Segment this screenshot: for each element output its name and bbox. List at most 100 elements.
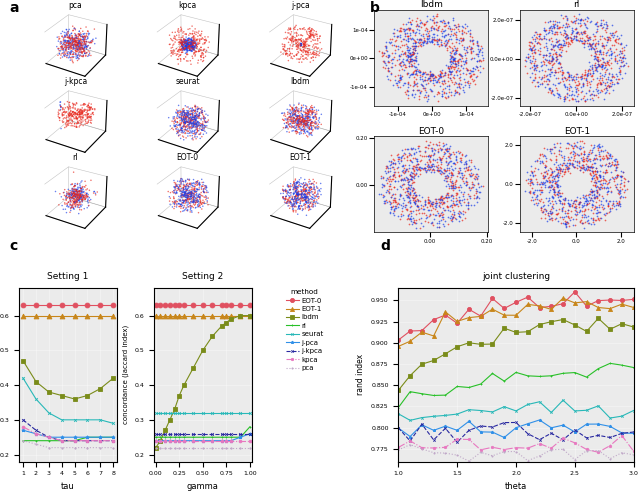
Point <box>607 70 617 78</box>
Point <box>598 194 608 202</box>
Point <box>583 152 593 160</box>
Point <box>587 90 597 98</box>
Point <box>577 30 588 38</box>
Point <box>445 48 455 56</box>
Point <box>551 156 561 164</box>
Point <box>426 71 436 79</box>
Point <box>602 201 612 209</box>
Point <box>527 45 538 53</box>
Point <box>602 209 612 217</box>
Point <box>412 14 422 22</box>
Point <box>387 199 397 207</box>
Point <box>555 164 565 172</box>
Point <box>602 75 612 83</box>
Point <box>388 170 399 178</box>
Point <box>595 49 605 56</box>
Point <box>611 183 621 191</box>
Point <box>552 190 562 198</box>
Point <box>419 68 429 76</box>
Point <box>550 188 560 196</box>
Point <box>595 80 605 87</box>
Point <box>424 15 435 23</box>
Point <box>545 17 555 25</box>
Point <box>421 30 431 38</box>
Point <box>575 207 585 215</box>
Point <box>587 196 597 204</box>
Point <box>579 201 589 209</box>
Point <box>472 198 482 206</box>
Point <box>524 188 534 196</box>
Point <box>552 180 562 188</box>
Point <box>584 165 595 173</box>
Point <box>552 182 562 190</box>
Point <box>407 16 417 24</box>
Point <box>453 210 463 218</box>
Point <box>417 70 428 78</box>
Point <box>409 167 419 175</box>
Point <box>420 164 430 172</box>
Point <box>462 44 472 52</box>
Point <box>583 67 593 75</box>
Point <box>584 155 595 163</box>
Point <box>553 189 563 196</box>
Point <box>426 86 436 94</box>
Point <box>547 168 557 176</box>
Point <box>383 64 394 72</box>
Point <box>397 58 408 66</box>
Point <box>395 191 405 199</box>
Point <box>449 21 459 28</box>
Point <box>562 22 572 29</box>
Point <box>386 177 396 185</box>
Point <box>525 44 536 52</box>
Point <box>588 187 598 194</box>
Point <box>554 40 564 48</box>
Point <box>426 161 436 168</box>
Point <box>563 219 573 227</box>
Point <box>417 42 427 50</box>
Point <box>463 66 473 74</box>
Point <box>393 45 403 53</box>
Point <box>597 63 607 71</box>
Point <box>429 215 440 222</box>
Point <box>399 169 409 177</box>
Point <box>559 220 570 228</box>
Point <box>445 24 455 31</box>
Point <box>602 196 612 204</box>
Point <box>607 199 618 207</box>
Point <box>579 36 589 44</box>
Point <box>451 35 461 43</box>
Point <box>598 174 609 182</box>
Point <box>525 74 536 82</box>
Point <box>616 75 627 82</box>
Point <box>383 188 393 195</box>
Point <box>547 87 557 95</box>
Point <box>525 188 535 196</box>
Point <box>605 79 615 86</box>
Point <box>551 53 561 60</box>
Point <box>405 175 415 183</box>
Point <box>582 70 593 78</box>
Point <box>559 170 570 178</box>
Point <box>596 181 606 189</box>
Point <box>536 188 546 196</box>
Point <box>447 170 457 178</box>
Point <box>598 95 609 103</box>
Point <box>530 35 540 43</box>
Point <box>541 42 551 50</box>
Point <box>390 194 400 202</box>
Point <box>451 200 461 208</box>
Point <box>545 17 555 25</box>
Point <box>551 28 561 36</box>
Point <box>433 23 443 30</box>
Point <box>438 176 449 184</box>
Point <box>527 180 537 188</box>
Point <box>426 200 436 208</box>
Point <box>604 61 614 69</box>
Point <box>463 77 474 85</box>
Point <box>576 155 586 163</box>
Point <box>408 165 418 173</box>
Point <box>620 69 630 77</box>
Point <box>445 215 456 222</box>
Point <box>612 73 622 81</box>
Point <box>406 176 417 184</box>
